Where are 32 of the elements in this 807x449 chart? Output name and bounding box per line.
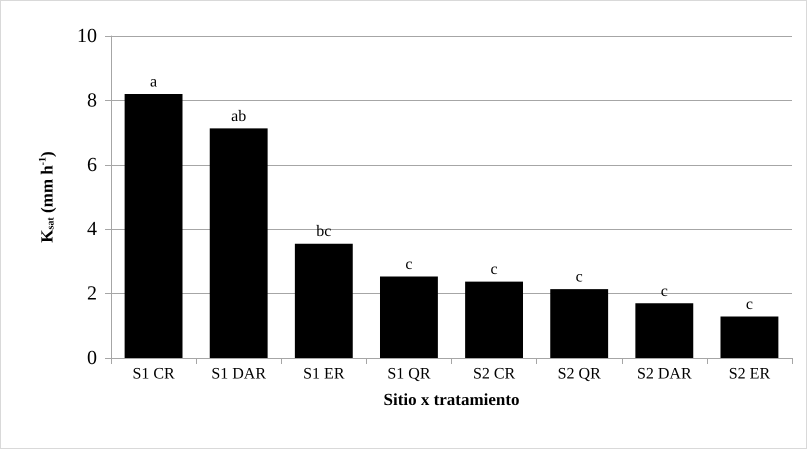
annotation: c [576,268,583,286]
x-tick-label: S2 CR [472,366,516,382]
x-tick-label: S2 ER [728,366,770,382]
annotation: ab [231,108,246,125]
y-tick-label: 8 [87,89,97,112]
annotation: c [490,261,498,278]
annotation: c [405,256,412,274]
bar [635,303,694,358]
annotation: bc [316,223,332,240]
x-tick-label: S1 QR [387,366,431,382]
x-tick-label: S1 ER [303,366,345,382]
bar [380,276,438,358]
annotation: a [150,73,158,90]
bar [720,316,778,358]
bar [124,94,183,358]
y-tick-label: 2 [87,282,97,305]
y-axis-title: Ksat (mm h-1) [38,151,56,243]
x-axis-title: Sitio x tratamiento [384,390,520,409]
annotation: c [660,282,668,300]
bar [550,289,608,358]
x-tick-label: S1 DAR [211,366,266,382]
bar [465,282,524,358]
y-tick-label: 4 [87,218,97,240]
y-tick-label: 0 [87,347,97,369]
x-tick-label: S2 QR [558,366,602,382]
y-tick-label: 10 [77,25,97,47]
bar [210,128,268,358]
x-tick-label: S1 CR [132,366,176,382]
x-tick-label: S2 DAR [636,366,692,382]
bar [294,244,353,358]
y-tick-label: 6 [87,154,97,176]
annotation: c [746,296,753,313]
